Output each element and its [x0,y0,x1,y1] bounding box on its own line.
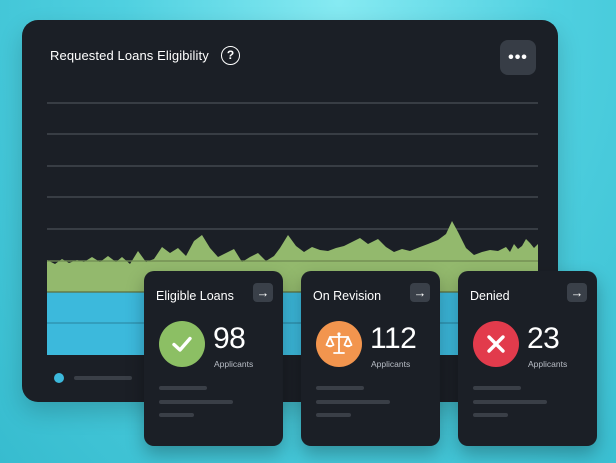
card-title: On Revision [313,289,382,303]
text-placeholder [159,400,233,404]
arrow-right-icon[interactable]: → [253,283,273,302]
question-circle-icon[interactable]: ? [221,46,240,65]
applicant-count: 112 [370,322,417,355]
chart-gridlines [47,102,538,262]
applicant-count-label: Applicants [371,359,411,369]
text-placeholder [159,413,194,417]
more-options-button[interactable]: ••• [500,40,536,75]
applicant-count: 98 [213,322,246,355]
legend-dot [54,373,64,383]
close-icon [473,321,519,367]
applicant-count-label: Applicants [528,359,568,369]
applicant-count-label: Applicants [214,359,254,369]
legend-label-placeholder [74,376,132,380]
arrow-right-icon[interactable]: → [567,283,587,302]
check-icon [159,321,205,367]
text-placeholder [473,386,521,390]
arrow-right-icon[interactable]: → [410,283,430,302]
text-placeholder [473,400,547,404]
card-title: Denied [470,289,510,303]
scales-icon [316,321,362,367]
applicant-count: 23 [527,322,560,355]
text-placeholder [473,413,508,417]
card-denied[interactable]: Denied → 23 Applicants [458,271,597,446]
text-placeholder [316,413,351,417]
card-eligible-loans[interactable]: Eligible Loans → 98 Applicants [144,271,283,446]
chart-title: Requested Loans Eligibility [50,48,209,63]
card-title: Eligible Loans [156,289,234,303]
text-placeholder [316,386,364,390]
text-placeholder [316,400,390,404]
card-on-revision[interactable]: On Revision → 112 Applicants [301,271,440,446]
text-placeholder [159,386,207,390]
